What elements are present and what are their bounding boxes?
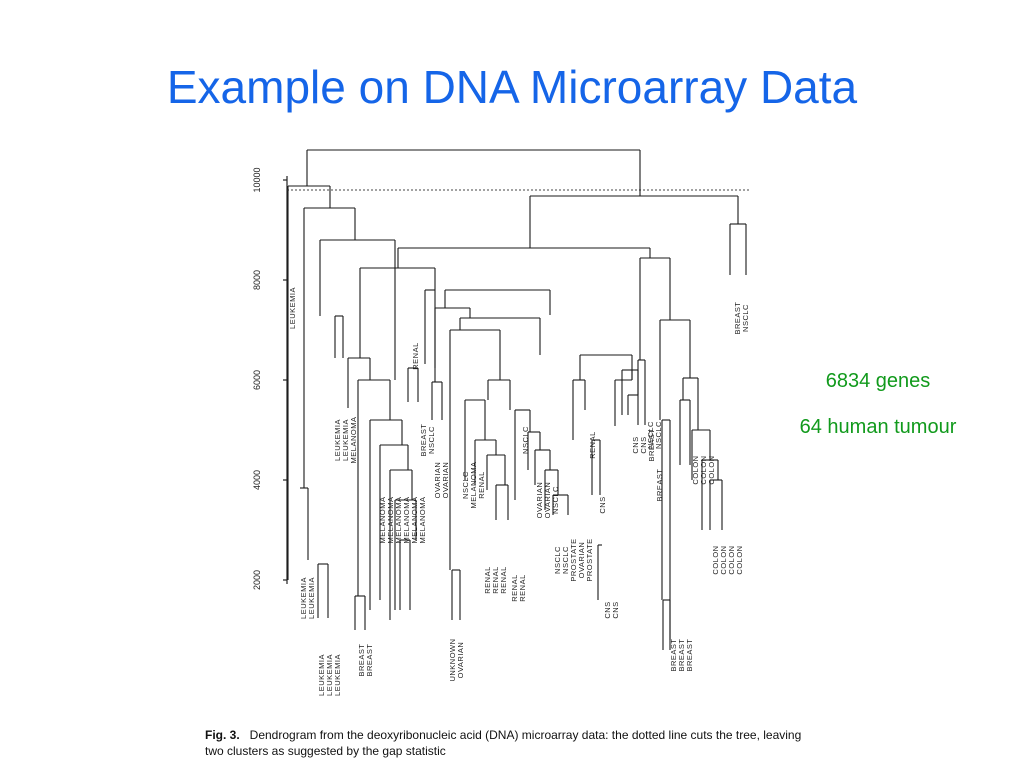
leaf-label: OVARIAN (441, 462, 450, 499)
leaf-label: LEUKEMIA (288, 287, 297, 329)
leaf-label: COLON (727, 545, 736, 574)
leaf-label: RENAL (588, 431, 597, 459)
leaf-label: MELANOMA (386, 497, 395, 544)
leaf-label: LEUKEMIA (333, 419, 342, 461)
leaf-label: LEUKEMIA (317, 654, 326, 696)
axis-tick-label: 6000 (252, 370, 262, 390)
axis-tick-label: 2000 (252, 570, 262, 590)
leaf-label: COLON (699, 455, 708, 484)
leaf-label: RENAL (491, 566, 500, 594)
leaf-label: BREAST (357, 643, 366, 676)
leaf-label: OVARIAN (433, 462, 442, 499)
leaf-label: BREAST (669, 638, 678, 671)
leaf-label: COLON (707, 455, 716, 484)
leaf-label: COLON (719, 545, 728, 574)
leaf-label: LEUKEMIA (341, 419, 350, 461)
leaf-label: BREAST (685, 638, 694, 671)
leaf-label: NSCLC (741, 304, 750, 332)
leaf-label: COLON (711, 545, 720, 574)
caption-text: Dendrogram from the deoxyribonucleic aci… (205, 728, 802, 758)
leaf-label: CNS (639, 436, 648, 453)
leaf-label: OVARIAN (543, 482, 552, 519)
leaf-label: OVARIAN (535, 482, 544, 519)
leaf-label: BREAST (365, 643, 374, 676)
leaf-label: PROSTATE (569, 538, 578, 581)
leaf-label: NSCLC (561, 546, 570, 574)
leaf-label: RENAL (477, 471, 486, 499)
leaf-label: NSCLC (654, 421, 663, 449)
leaf-label: BREAST (655, 468, 664, 501)
leaf-label: LEUKEMIA (307, 577, 316, 619)
leaf-label: MELANOMA (418, 497, 427, 544)
leaf-label: COLON (735, 545, 744, 574)
axis-tick-label: 10000 (252, 167, 262, 192)
leaf-label: NSCLC (427, 426, 436, 454)
leaf-label: OVARIAN (577, 542, 586, 579)
leaf-label: LEUKEMIA (325, 654, 334, 696)
leaf-label: RENAL (483, 566, 492, 594)
leaf-label: MELANOMA (410, 497, 419, 544)
leaf-label: COLON (691, 455, 700, 484)
leaf-label: MELANOMA (394, 497, 403, 544)
figure-caption: Fig. 3. Dendrogram from the deoxyribonucl… (205, 727, 815, 759)
figure-number: Fig. 3. (205, 728, 240, 742)
leaf-label: BREAST (733, 301, 742, 334)
leaf-label: MELANOMA (402, 497, 411, 544)
leaf-label: CNS (603, 601, 612, 618)
axis-tick-label: 8000 (252, 270, 262, 290)
leaf-label: RENAL (411, 342, 420, 370)
leaf-label: NSCLC (551, 486, 560, 514)
genes-count-note: 6834 genes (825, 370, 931, 392)
axis-tick-label: 4000 (252, 470, 262, 490)
dendrogram-figure: 2000 4000 6000 8000 10000 LEUKEMIA LEUKEMIA LEU… (240, 140, 770, 720)
leaf-label: NSCLC (461, 471, 470, 499)
leaf-label: UNKNOWN (448, 638, 457, 681)
leaf-label: BREAST (419, 423, 428, 456)
leaf-label: NSCLC (521, 426, 530, 454)
leaf-label: NSCLC (553, 546, 562, 574)
leaf-label: LEUKEMIA (299, 577, 308, 619)
leaf-label: LEUKEMIA (333, 654, 342, 696)
leaf-label: RENAL (518, 574, 527, 602)
leaf-label: RENAL (499, 566, 508, 594)
leaf-label: CNS (611, 601, 620, 618)
leaf-label: MELANOMA (349, 417, 358, 464)
leaf-label: BREAST (647, 428, 656, 461)
tumour-count-note: 64 human tumour (799, 416, 957, 438)
leaf-label: BREAST (677, 638, 686, 671)
leaf-label: CNS (598, 496, 607, 513)
leaf-label: MELANOMA (469, 462, 478, 509)
leaf-label: OVARIAN (456, 642, 465, 679)
leaf-label: CNS (631, 436, 640, 453)
leaf-label: RENAL (510, 574, 519, 602)
leaf-label: NSCLC (646, 421, 655, 449)
leaf-label: MELANOMA (378, 497, 387, 544)
slide-title: Example on DNA Microarray Data (166, 61, 858, 113)
leaf-label: PROSTATE (585, 538, 594, 581)
